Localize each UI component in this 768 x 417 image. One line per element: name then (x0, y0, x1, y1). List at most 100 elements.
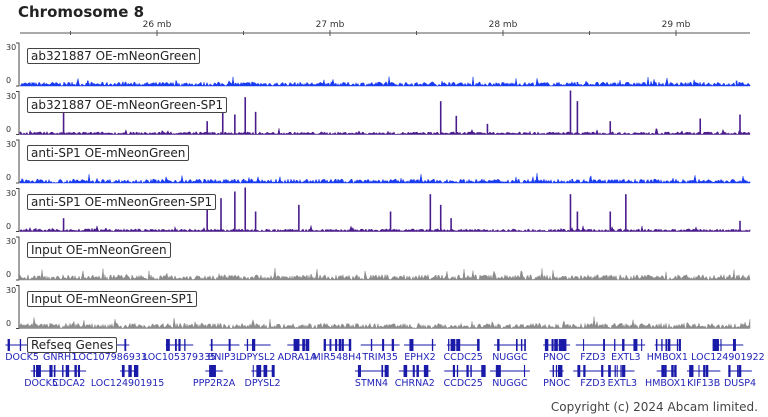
track-scale-bracket (16, 285, 20, 329)
gene-exon (603, 339, 605, 351)
gene-exon (496, 365, 498, 377)
gene-exon (641, 339, 643, 351)
gene-label[interactable]: DPYSL2 (244, 378, 281, 389)
track-scale-bracket (16, 42, 20, 87)
gene-label[interactable]: FZD3 (580, 352, 606, 363)
gene-label[interactable]: CCDC25 (443, 378, 483, 389)
gene-label[interactable]: FZD3 (580, 378, 606, 389)
gene-label[interactable]: LOC124901922 (691, 352, 765, 363)
track-scale-bracket (16, 139, 20, 184)
track-ymax: 30 (6, 91, 17, 101)
gene-exon (33, 365, 35, 377)
gene-exon (53, 365, 56, 377)
gene-exon (391, 339, 395, 351)
track-ymax: 30 (6, 188, 17, 198)
copyright-footer: Copyright (c) 2024 Abcam limited. (550, 400, 758, 414)
gene-exon (295, 339, 300, 351)
gene-exon (698, 365, 700, 377)
gene-label[interactable]: GNRH1 (42, 352, 78, 363)
gene-exon (129, 365, 132, 377)
track-label: ab321887 OE-mNeonGreen (27, 48, 201, 64)
track-label: Input OE-mNeonGreen-SP1 (27, 290, 198, 307)
gene-exon (305, 339, 307, 351)
gene-exon (720, 339, 722, 351)
gene-exon (370, 339, 373, 351)
gene-exon (481, 365, 486, 377)
gene-label[interactable]: CCDC25 (443, 352, 483, 363)
gene-exon (178, 339, 181, 351)
gene-exon (716, 339, 719, 351)
gene-label[interactable]: CDCA2 (52, 378, 86, 389)
gene-exon (456, 339, 461, 351)
track-ymin: 0 (6, 221, 12, 231)
gene-exon (174, 339, 177, 351)
gene-exon (409, 339, 414, 351)
track-ymin: 0 (6, 318, 12, 328)
gene-label[interactable]: EPHX2 (404, 352, 436, 363)
gene-exon (655, 339, 658, 351)
gene-label[interactable]: KIF13B (687, 378, 721, 389)
gene-exon (558, 339, 564, 351)
gene-exon (497, 339, 500, 351)
gene-exon (544, 339, 548, 351)
gene-label[interactable]: EXTL3 (607, 378, 638, 389)
gene-exon (272, 365, 275, 377)
refseq-genes-label: Refseq Genes (27, 337, 118, 353)
gene-label[interactable]: HMBOX1 (645, 378, 687, 389)
gene-exon (524, 339, 526, 351)
gene-label[interactable]: STMN4 (354, 378, 389, 389)
gene-exon (667, 339, 671, 351)
gene-exon (35, 365, 41, 377)
gene-exon (557, 365, 563, 377)
gene-label[interactable]: BNIP3L (207, 352, 242, 363)
ruler-tick-label: 29 mb (661, 20, 691, 30)
gene-exon (555, 365, 558, 377)
gene-exon (67, 365, 70, 377)
signal-area (19, 173, 751, 184)
gene-label[interactable]: LOC107986933 (73, 352, 148, 363)
gene-label[interactable]: HMBOX1 (646, 352, 688, 363)
gene-exon (674, 365, 677, 377)
gene-label[interactable]: LOC124901915 (90, 378, 165, 389)
gene-label[interactable]: PNOC (543, 352, 571, 363)
gene-exon (184, 339, 186, 351)
gene-label[interactable]: NUGGC (492, 378, 528, 389)
track-ymin: 0 (6, 76, 12, 85)
track-ymin: 0 (6, 124, 12, 134)
gene-label[interactable]: PNOC (543, 378, 571, 389)
gene-exon (210, 339, 213, 351)
gene-exon (357, 365, 360, 377)
gene-exon (551, 339, 554, 351)
gene-exon (405, 365, 408, 377)
gene-exon (306, 339, 310, 351)
gene-exon (62, 365, 64, 377)
gene-exon (614, 339, 616, 351)
gene-label[interactable]: DUSP4 (723, 378, 757, 389)
gene-exon (678, 339, 681, 351)
gene-exon (335, 339, 338, 351)
gene-exon (622, 365, 624, 377)
track-scale-bracket (16, 236, 20, 281)
gene-label[interactable]: CHRNA2 (394, 378, 435, 389)
gene-exon (213, 365, 216, 377)
gene-exon (246, 339, 249, 351)
gene-exon (49, 365, 53, 377)
gene-label[interactable]: DOCK5 (24, 378, 58, 389)
gene-label[interactable]: TRIM35 (362, 352, 398, 363)
gene-exon (515, 339, 518, 351)
gene-label[interactable]: ADRA1A (277, 352, 317, 363)
signal-area (19, 268, 751, 281)
gene-exon (520, 339, 523, 351)
gene-label[interactable]: NUGGC (492, 352, 528, 363)
gene-exon (583, 339, 585, 351)
signal-area (19, 224, 751, 233)
gene-label[interactable]: EXTL3 (611, 352, 641, 363)
gene-label[interactable]: MIR548H4 (312, 352, 362, 363)
gene-exon (329, 339, 332, 351)
gene-label[interactable]: DPYSL2 (239, 352, 276, 363)
gene-label[interactable]: PPP2R2A (192, 378, 236, 389)
gene-label[interactable]: DOCK5 (5, 352, 39, 363)
gene-label[interactable]: LOC105379335 (142, 352, 217, 363)
gene-exon (546, 339, 549, 351)
